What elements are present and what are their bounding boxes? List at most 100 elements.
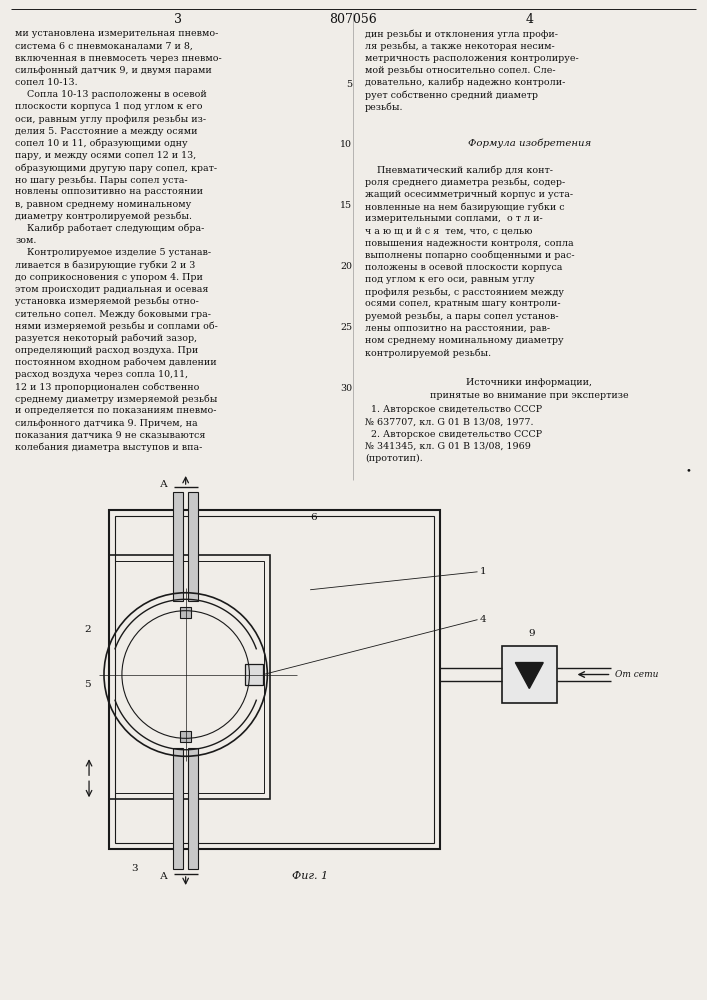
Text: 1. Авторское свидетельство СССР: 1. Авторское свидетельство СССР <box>365 405 542 414</box>
Bar <box>502 646 556 703</box>
Text: сильфонный датчик 9, и двумя парами: сильфонный датчик 9, и двумя парами <box>16 66 212 75</box>
Text: сопел 10-13.: сопел 10-13. <box>16 78 78 87</box>
Text: ми установлена измерительная пневмо-: ми установлена измерительная пневмо- <box>16 29 218 38</box>
Text: нями измеряемой резьбы и соплами об-: нями измеряемой резьбы и соплами об- <box>16 321 218 331</box>
Text: диаметру контролируемой резьбы.: диаметру контролируемой резьбы. <box>16 212 192 221</box>
Text: показания датчика 9 не сказываются: показания датчика 9 не сказываются <box>16 431 206 440</box>
Text: в, равном среднему номинальному: в, равном среднему номинальному <box>16 200 192 209</box>
Text: •: • <box>686 466 691 475</box>
Text: От сети: От сети <box>616 670 659 679</box>
Text: плоскости корпуса 1 под углом к его: плоскости корпуса 1 под углом к его <box>16 102 203 111</box>
Text: Калибр работает следующим обра-: Калибр работает следующим обра- <box>16 224 205 233</box>
Bar <box>188 492 198 601</box>
Text: лены оппозитно на расстоянии, рав-: лены оппозитно на расстоянии, рав- <box>365 324 550 333</box>
Text: колебания диаметра выступов и впа-: колебания диаметра выступов и впа- <box>16 443 203 452</box>
Text: сильфонного датчика 9. Причем, на: сильфонного датчика 9. Причем, на <box>16 419 198 428</box>
Text: 10: 10 <box>340 140 352 149</box>
Text: Сопла 10-13 расположены в осевой: Сопла 10-13 расположены в осевой <box>16 90 207 99</box>
Text: Формула изобретения: Формула изобретения <box>468 139 591 148</box>
Text: образующими другую пару сопел, крат-: образующими другую пару сопел, крат- <box>16 163 218 173</box>
Text: мой резьбы относительно сопел. Сле-: мой резьбы относительно сопел. Сле- <box>365 66 556 75</box>
Text: 2. Авторское свидетельство СССР: 2. Авторское свидетельство СССР <box>365 430 542 439</box>
Text: 3: 3 <box>131 864 137 873</box>
Text: делия 5. Расстояние а между осями: делия 5. Расстояние а между осями <box>16 127 198 136</box>
Bar <box>109 510 440 849</box>
Text: 9: 9 <box>528 629 534 638</box>
Text: довательно, калибр надежно контроли-: довательно, калибр надежно контроли- <box>365 78 566 87</box>
Text: ном среднему номинальному диаметру: ном среднему номинальному диаметру <box>365 336 563 345</box>
Text: ливается в базирующие губки 2 и 3: ливается в базирующие губки 2 и 3 <box>16 260 196 270</box>
Text: 1: 1 <box>479 567 486 576</box>
Text: ля резьбы, а также некоторая несим-: ля резьбы, а также некоторая несим- <box>365 41 555 51</box>
Text: (прототип).: (прототип). <box>365 454 423 463</box>
Text: профиля резьбы, с расстоянием между: профиля резьбы, с расстоянием между <box>365 287 564 297</box>
Bar <box>173 492 183 601</box>
Text: метричность расположения контролируе-: метричность расположения контролируе- <box>365 54 579 63</box>
Text: зом.: зом. <box>16 236 37 245</box>
Text: принятые во внимание при экспертизе: принятые во внимание при экспертизе <box>430 391 629 400</box>
Text: 4: 4 <box>479 615 486 624</box>
Text: ч а ю щ и й с я  тем, что, с целью: ч а ю щ и й с я тем, что, с целью <box>365 226 532 235</box>
Bar <box>109 555 270 799</box>
Text: расход воздуха через сопла 10,11,: расход воздуха через сопла 10,11, <box>16 370 189 379</box>
Text: дин резьбы и отклонения угла профи-: дин резьбы и отклонения угла профи- <box>365 29 558 39</box>
Text: система 6 с пневмоканалами 7 и 8,: система 6 с пневмоканалами 7 и 8, <box>16 41 193 50</box>
Text: № 341345, кл. G 01 B 13/08, 1969: № 341345, кл. G 01 B 13/08, 1969 <box>365 442 531 451</box>
Text: 807056: 807056 <box>329 13 377 26</box>
Bar <box>115 561 264 793</box>
Text: осями сопел, кратным шагу контроли-: осями сопел, кратным шагу контроли- <box>365 299 561 308</box>
Text: роля среднего диаметра резьбы, содер-: роля среднего диаметра резьбы, содер- <box>365 178 565 187</box>
Text: среднему диаметру измеряемой резьбы: среднему диаметру измеряемой резьбы <box>16 394 218 404</box>
Text: Источники информации,: Источники информации, <box>467 378 592 387</box>
Text: определяющий расход воздуха. При: определяющий расход воздуха. При <box>16 346 199 355</box>
Text: новленные на нем базирующие губки с: новленные на нем базирующие губки с <box>365 202 565 212</box>
Text: 3: 3 <box>174 13 182 26</box>
Text: Фиг. 1: Фиг. 1 <box>292 871 328 881</box>
Text: этом происходит радиальная и осевая: этом происходит радиальная и осевая <box>16 285 209 294</box>
Text: 15: 15 <box>340 201 352 210</box>
Text: новлены оппозитивно на расстоянии: новлены оппозитивно на расстоянии <box>16 187 204 196</box>
Text: рует собственно средний диаметр: рует собственно средний диаметр <box>365 90 538 100</box>
Text: руемой резьбы, а пары сопел установ-: руемой резьбы, а пары сопел установ- <box>365 312 559 321</box>
Text: под углом к его оси, равным углу: под углом к его оси, равным углу <box>365 275 534 284</box>
Text: Пневматический калибр для конт-: Пневматический калибр для конт- <box>365 166 553 175</box>
Text: 25: 25 <box>340 323 352 332</box>
Bar <box>188 748 198 869</box>
Text: оси, равным углу профиля резьбы из-: оси, равным углу профиля резьбы из- <box>16 114 206 124</box>
Text: выполнены попарно сообщенными и рас-: выполнены попарно сообщенными и рас- <box>365 251 575 260</box>
Text: положены в осевой плоскости корпуса: положены в осевой плоскости корпуса <box>365 263 562 272</box>
Text: № 637707, кл. G 01 B 13/08, 1977.: № 637707, кл. G 01 B 13/08, 1977. <box>365 417 534 426</box>
Bar <box>115 516 433 843</box>
Text: включенная в пневмосеть через пневмо-: включенная в пневмосеть через пневмо- <box>16 54 222 63</box>
Text: контролируемой резьбы.: контролируемой резьбы. <box>365 348 491 358</box>
Text: 20: 20 <box>340 262 352 271</box>
Bar <box>173 748 183 869</box>
Text: повышения надежности контроля, сопла: повышения надежности контроля, сопла <box>365 239 573 248</box>
Text: А: А <box>160 480 168 489</box>
Text: 5: 5 <box>84 680 91 689</box>
Text: измерительными соплами,  о т л и-: измерительными соплами, о т л и- <box>365 214 543 223</box>
Text: резьбы.: резьбы. <box>365 102 404 112</box>
Text: установка измеряемой резьбы отно-: установка измеряемой резьбы отно- <box>16 297 199 306</box>
Text: но шагу резьбы. Пары сопел уста-: но шагу резьбы. Пары сопел уста- <box>16 175 188 185</box>
Text: 12 и 13 пропорционален собственно: 12 и 13 пропорционален собственно <box>16 382 199 392</box>
Polygon shape <box>515 663 543 688</box>
Text: сительно сопел. Между боковыми гра-: сительно сопел. Между боковыми гра- <box>16 309 211 319</box>
Text: 5: 5 <box>346 80 352 89</box>
Bar <box>245 664 263 685</box>
Bar <box>180 731 191 742</box>
Text: постоянном входном рабочем давлении: постоянном входном рабочем давлении <box>16 358 217 367</box>
Text: 2: 2 <box>84 625 91 634</box>
Text: 30: 30 <box>340 384 352 393</box>
Bar <box>180 607 191 618</box>
Text: А: А <box>160 872 168 881</box>
Text: сопел 10 и 11, образующими одну: сопел 10 и 11, образующими одну <box>16 139 188 148</box>
Text: разуется некоторый рабочий зазор,: разуется некоторый рабочий зазор, <box>16 333 197 343</box>
Text: 6: 6 <box>310 513 317 522</box>
Text: Контролируемое изделие 5 устанав-: Контролируемое изделие 5 устанав- <box>16 248 211 257</box>
Text: и определяется по показаниям пневмо-: и определяется по показаниям пневмо- <box>16 406 217 415</box>
Text: 4: 4 <box>525 13 533 26</box>
Text: пару, и между осями сопел 12 и 13,: пару, и между осями сопел 12 и 13, <box>16 151 197 160</box>
Text: жащий осесимметричный корпус и уста-: жащий осесимметричный корпус и уста- <box>365 190 573 199</box>
Text: до соприкосновения с упором 4. При: до соприкосновения с упором 4. При <box>16 273 203 282</box>
